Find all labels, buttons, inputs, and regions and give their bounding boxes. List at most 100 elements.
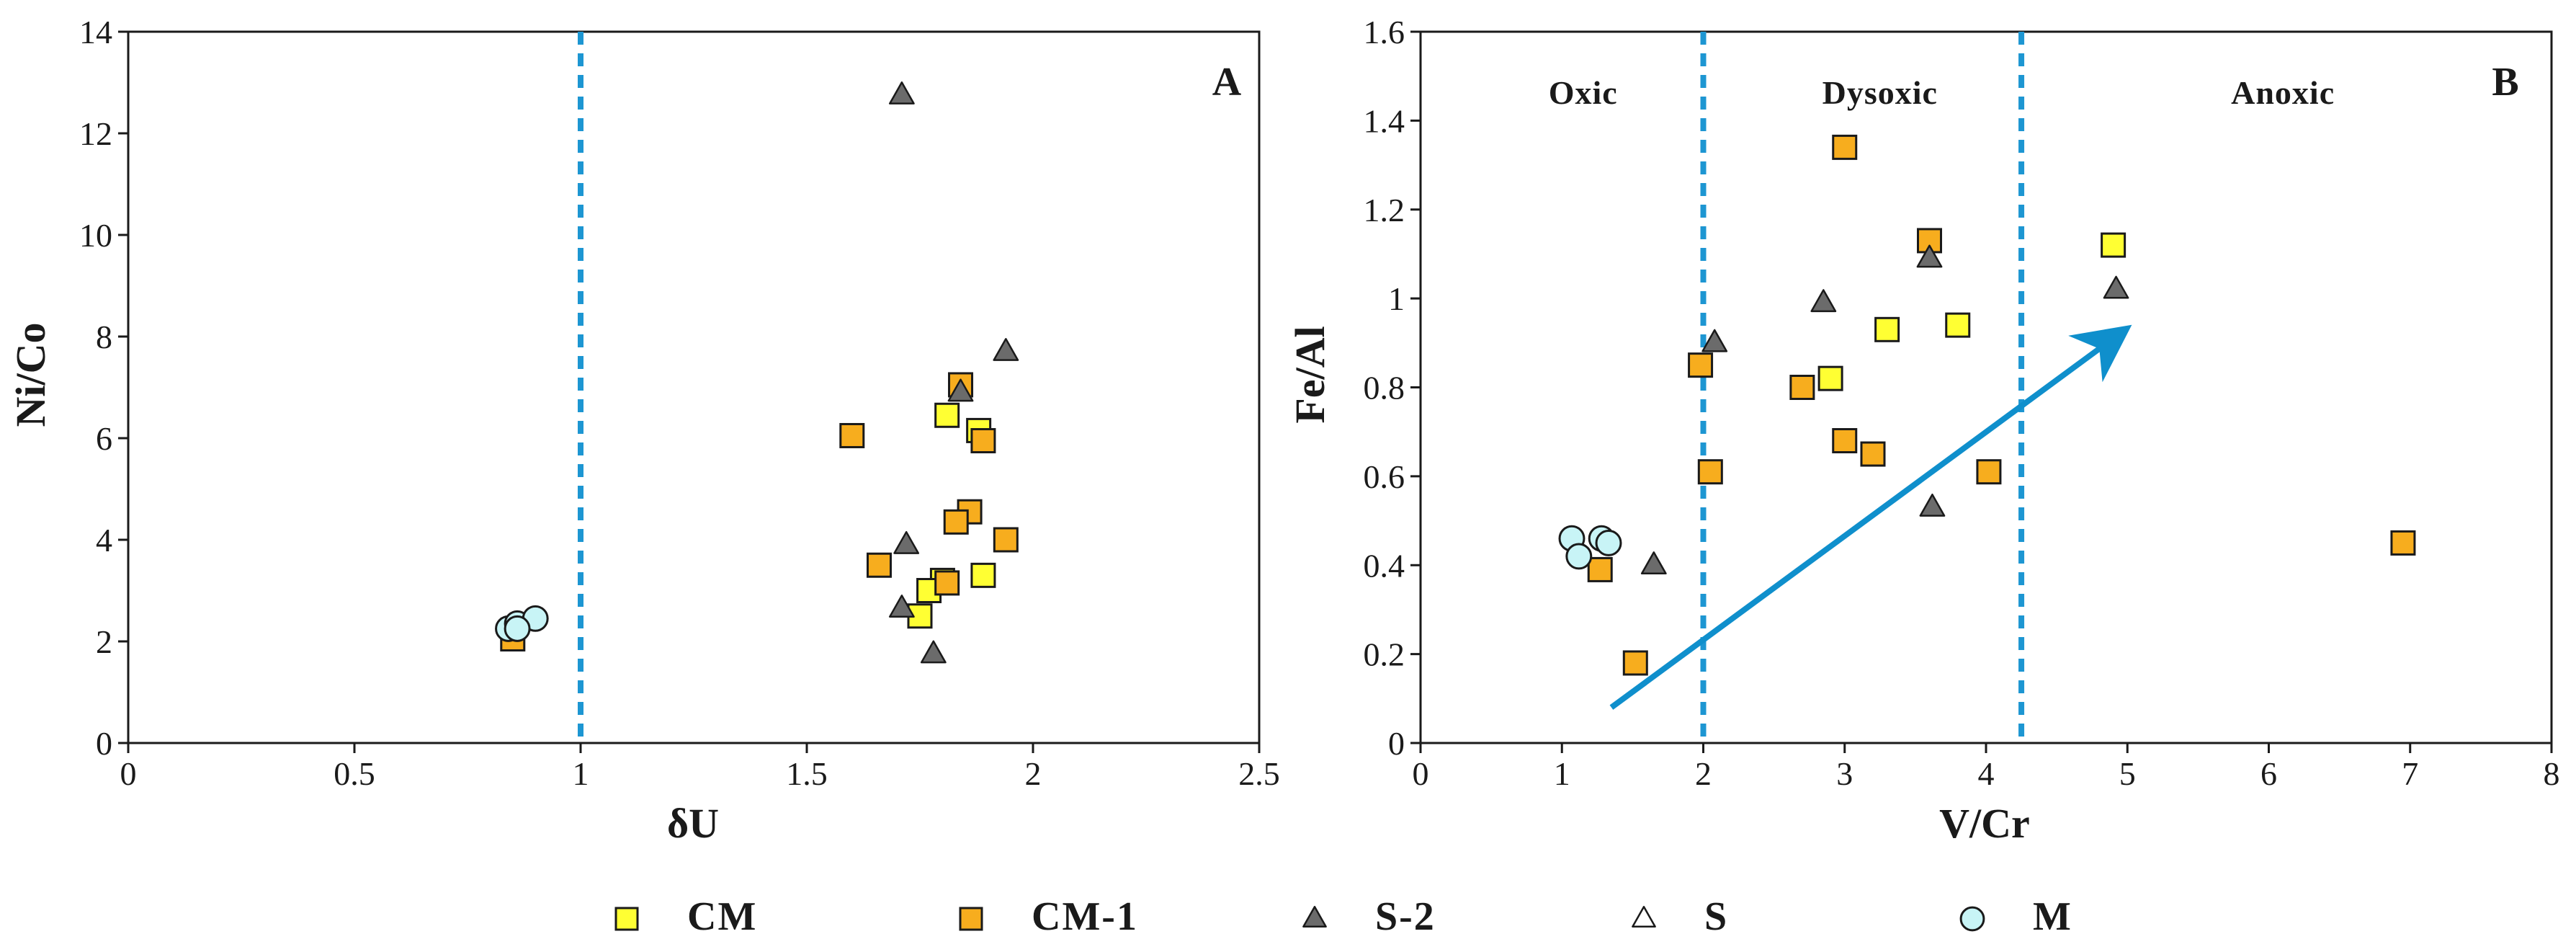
data-point-m	[1565, 543, 1593, 570]
x-tick-label: 5	[2119, 755, 2136, 792]
data-point-m	[504, 615, 531, 642]
panel-a: Ni/Co δU A 0 0.5 1 1.5 2 2.5 0 2 4 6 8 10 12 14	[7, 14, 1280, 847]
data-point-s-2	[993, 338, 1019, 361]
legend-item-m: M	[1959, 894, 2072, 939]
data-point-s-2	[1701, 329, 1728, 352]
legend-item-cm: CM	[614, 894, 757, 939]
x-axis-title: V/Cr	[1939, 800, 2030, 847]
trend-arrow	[1609, 324, 2132, 710]
y-axis-title: Fe/Al	[1287, 326, 1333, 423]
data-point-s-2	[947, 378, 974, 402]
legend-marker-cm	[614, 907, 639, 931]
data-point-cm	[1945, 312, 1971, 338]
legend-item-cm-1: CM-1	[959, 894, 1137, 939]
data-point-cm-1	[943, 509, 969, 535]
series-m	[1558, 525, 1622, 570]
plot-frame	[1419, 30, 2553, 744]
y-tick-label: 1.2	[1364, 192, 1405, 228]
legend-item-s-2: S-2	[1302, 894, 1436, 939]
series-cm-1	[1587, 134, 2416, 676]
legend-label: CM	[687, 894, 757, 939]
data-point-cm	[970, 562, 996, 588]
zone-label-dysoxic: Dysoxic	[1823, 74, 1938, 111]
legend-marker-s-2	[1302, 906, 1327, 928]
y-tick-label: 8	[96, 319, 112, 355]
data-point-cm	[1817, 365, 1843, 391]
x-tick-label: 4	[1978, 755, 1995, 792]
data-point-cm	[2101, 232, 2126, 258]
y-tick-label: 10	[79, 217, 112, 254]
x-tick-label: 8	[2544, 755, 2560, 792]
data-point-s-2	[1916, 244, 1943, 268]
data-point-s-2	[2103, 275, 2129, 299]
data-point-cm-1	[2390, 530, 2416, 556]
data-point-cm-1	[866, 552, 892, 578]
data-point-m	[1595, 529, 1622, 556]
zone-label-oxic: Oxic	[1549, 74, 1618, 111]
x-tick-label: 3	[1836, 755, 1853, 792]
legend-label: S	[1704, 894, 1728, 939]
data-point-cm-1	[1688, 352, 1714, 378]
data-point-cm-1	[993, 527, 1019, 553]
data-point-cm-1	[1789, 375, 1815, 400]
x-axis-title: δU	[667, 800, 719, 847]
data-point-s-2	[1919, 493, 1946, 517]
legend-label: S-2	[1375, 894, 1436, 939]
y-tick-label: 12	[79, 115, 112, 152]
data-point-s-2	[920, 640, 947, 664]
data-point-s-2	[1640, 551, 1667, 575]
data-point-cm-1	[1860, 441, 1886, 467]
data-point-cm-1	[1832, 134, 1858, 160]
y-tick-label: 0.2	[1364, 636, 1405, 673]
y-tick-label: 0.6	[1364, 458, 1405, 495]
legend-marker-m	[1959, 906, 1985, 932]
legend-marker-cm-1	[959, 907, 983, 931]
panel-b: Fe/Al V/Cr B 0 1 2 3 4 5 6 7 8 0 0.2 0.4 0.6 0.8 1 1.2 1…	[1287, 14, 2560, 847]
data-point-cm-1	[1622, 650, 1648, 676]
zone-label-anoxic: Anoxic	[2231, 74, 2335, 111]
data-point-cm-1	[970, 428, 996, 454]
x-tick-label: 1	[573, 755, 589, 792]
x-tick-label: 2	[1695, 755, 1712, 792]
y-tick-label: 1	[1388, 280, 1405, 317]
x-tick-label: 1	[1554, 755, 1570, 792]
y-tick-label: 0	[1388, 725, 1405, 762]
data-point-cm	[1874, 316, 1900, 342]
data-point-cm-1	[1832, 428, 1858, 454]
panel-label: B	[2492, 60, 2518, 104]
plot-frame	[127, 30, 1261, 744]
data-point-s-2	[888, 81, 915, 104]
x-tick-label: 0	[1413, 755, 1429, 792]
x-tick-label: 0	[120, 755, 137, 792]
data-point-cm-1	[1976, 459, 2002, 485]
y-tick-label: 0.4	[1364, 547, 1405, 584]
x-tick-label: 0.5	[334, 755, 375, 792]
x-tick-label: 2.5	[1238, 755, 1280, 792]
legend-item-s: S	[1632, 894, 1728, 939]
y-tick-label: 0	[96, 725, 112, 762]
y-tick-label: 4	[96, 522, 112, 559]
y-tick-label: 0.8	[1364, 370, 1405, 406]
y-tick-label: 2	[96, 623, 112, 660]
y-tick-label: 1.4	[1364, 102, 1405, 139]
data-point-cm-1	[1587, 556, 1613, 582]
x-tick-label: 2	[1025, 755, 1042, 792]
y-tick-label: 1.6	[1364, 14, 1405, 50]
legend-marker-s	[1632, 906, 1656, 928]
y-tick-label: 14	[79, 14, 112, 50]
x-tick-label: 1.5	[786, 755, 828, 792]
series-s-2	[888, 81, 1019, 664]
data-point-cm-1	[934, 570, 960, 596]
y-axis-title: Ni/Co	[7, 323, 54, 427]
legend: CM CM-1 S-2 S M	[614, 894, 2072, 939]
series-s-2	[1640, 244, 2129, 575]
data-point-cm	[934, 402, 960, 428]
data-point-s-2	[1810, 289, 1837, 313]
data-point-s-2	[888, 595, 915, 618]
legend-label: M	[2033, 894, 2072, 939]
series-m	[495, 605, 549, 642]
series-cm	[1817, 232, 2126, 391]
panel-label: A	[1212, 60, 1242, 104]
